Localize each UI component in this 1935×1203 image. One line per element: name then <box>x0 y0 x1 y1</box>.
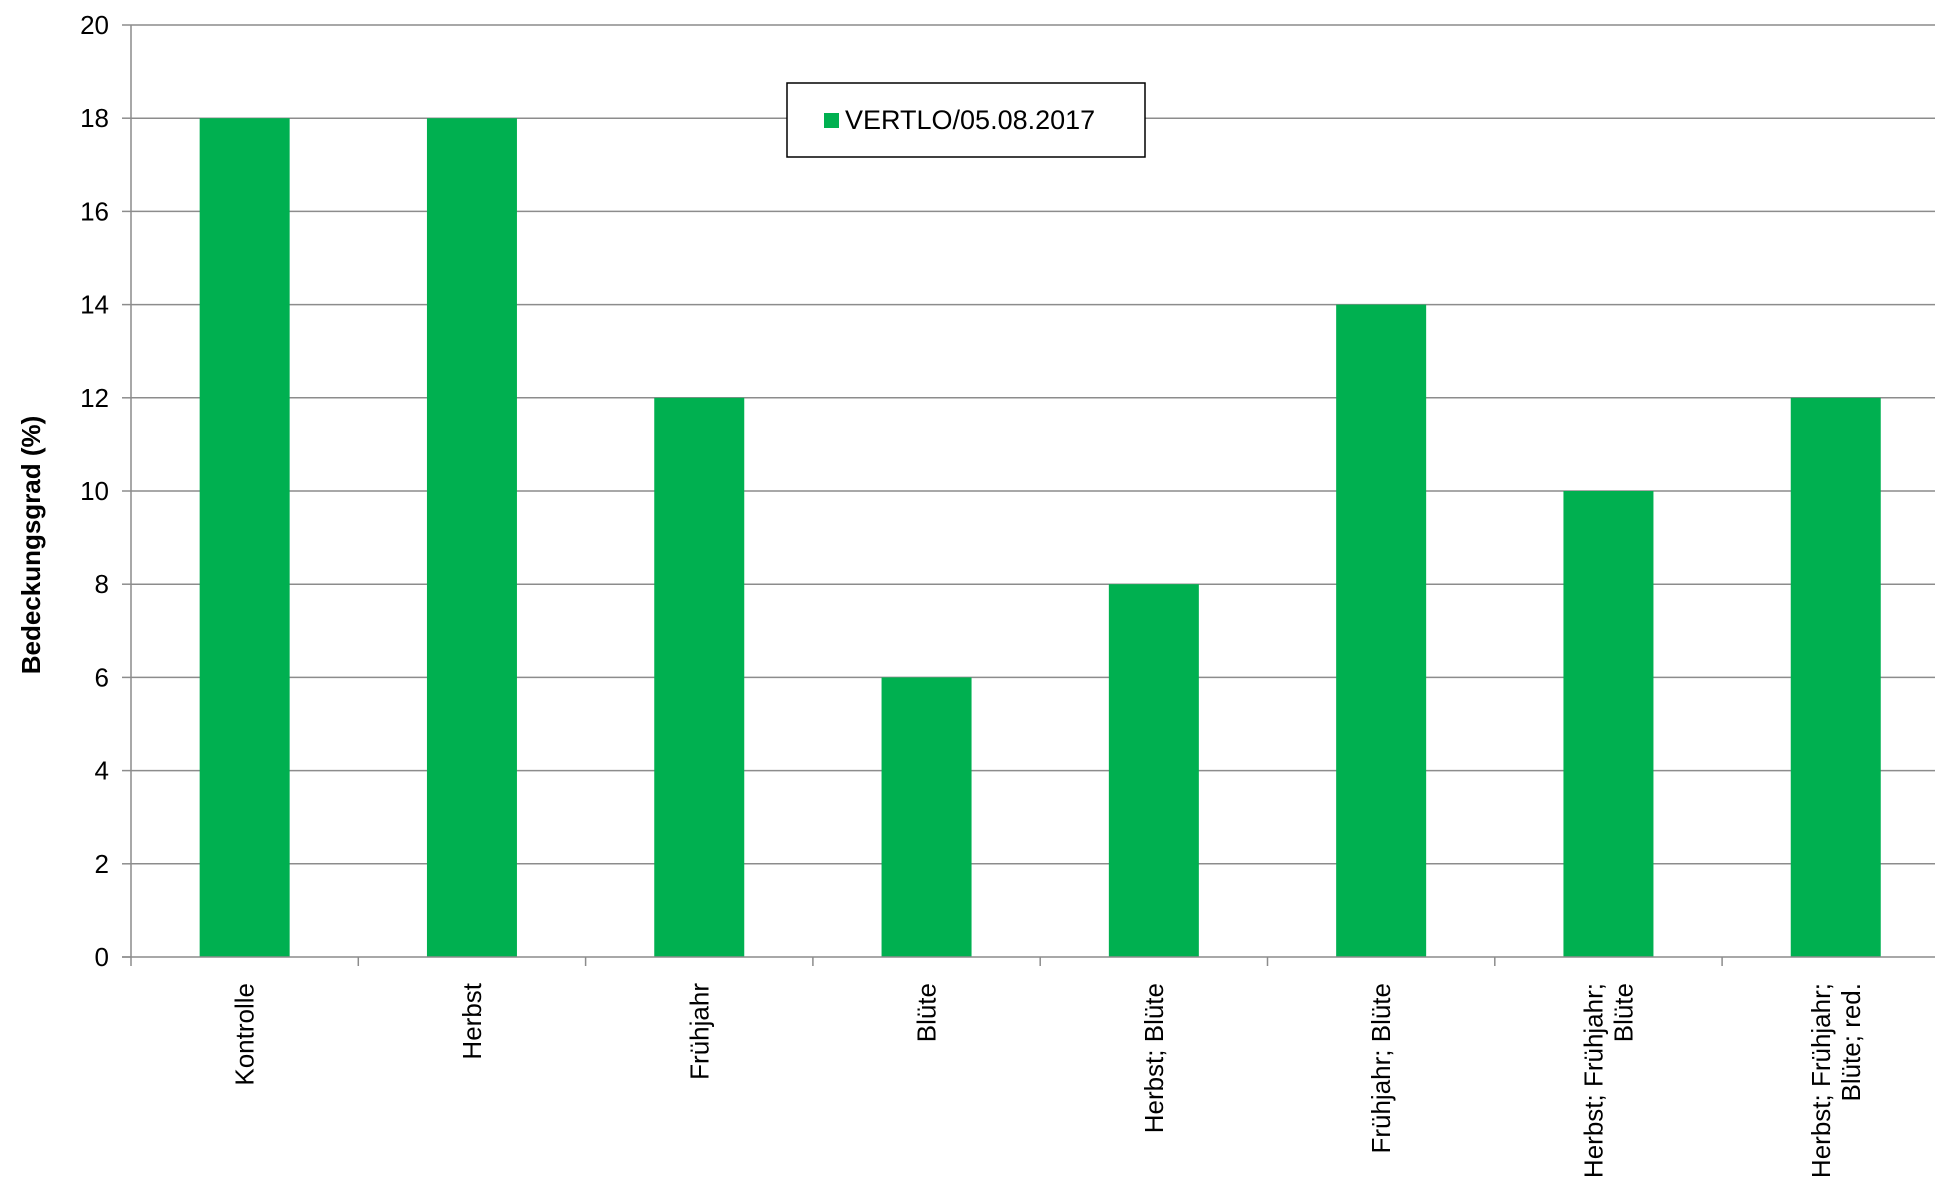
x-tick-label-line: Blüte <box>912 983 942 1042</box>
x-tick-label-line: Herbst <box>457 982 487 1059</box>
x-tick-labels: Kontrolle Herbst Frühjahr Blüte Herbst; Blüt… <box>230 982 1866 1178</box>
bar <box>1563 491 1654 957</box>
x-tick-label-line: Blüte; red. <box>1836 983 1866 1102</box>
y-axis-title: Bedeckungsgrad (%) <box>16 416 46 675</box>
y-tick-label: 16 <box>80 196 109 226</box>
bar <box>199 118 290 957</box>
x-tick-label: Kontrolle <box>230 983 260 1086</box>
bar <box>881 677 972 957</box>
x-tick-label-line: Frühjahr; Blüte <box>1366 983 1396 1154</box>
x-tick-label: Herbst; Frühjahr; Blüte; red. <box>1806 983 1866 1178</box>
x-tick-label: Herbst <box>457 982 487 1059</box>
axes <box>122 24 1935 966</box>
y-tick-label: 12 <box>80 383 109 413</box>
x-tick-label-line: Herbst; Frühjahr; <box>1578 983 1608 1178</box>
y-tick-label: 14 <box>80 290 109 320</box>
x-tick-label-line: Herbst; Frühjahr; <box>1806 983 1836 1178</box>
y-tick-label: 10 <box>80 476 109 506</box>
bar <box>1108 584 1199 957</box>
legend: VERTLO/05.08.2017 <box>786 82 1146 158</box>
bar <box>1790 397 1881 957</box>
legend-box <box>786 82 1146 158</box>
x-tick-label: Blüte <box>912 983 942 1042</box>
x-tick-label-line: Blüte <box>1608 983 1638 1042</box>
y-tick-label: 0 <box>95 942 109 972</box>
y-tick-label: 6 <box>95 662 109 692</box>
y-tick-label: 18 <box>80 103 109 133</box>
x-tick-label: Frühjahr; Blüte <box>1366 983 1396 1154</box>
y-tick-label: 20 <box>80 10 109 40</box>
y-tick-label: 2 <box>95 849 109 879</box>
bar <box>426 118 517 957</box>
x-tick-label: Herbst; Blüte <box>1139 983 1169 1133</box>
x-tick-label-line: Frühjahr <box>684 983 714 1080</box>
legend-swatch <box>824 113 839 128</box>
x-tick-label: Herbst; Frühjahr; Blüte <box>1578 983 1638 1178</box>
y-tick-labels: 0 2 4 6 8 10 12 14 16 18 20 <box>80 10 109 972</box>
bar <box>1336 304 1427 958</box>
legend-label: VERTLO/05.08.2017 <box>845 105 1095 135</box>
x-tick-label: Frühjahr <box>684 983 714 1080</box>
y-tick-label: 4 <box>95 756 109 786</box>
x-tick-label-line: Herbst; Blüte <box>1139 983 1169 1133</box>
y-tick-label: 8 <box>95 569 109 599</box>
bars <box>199 118 1881 958</box>
x-tick-label-line: Kontrolle <box>230 983 260 1086</box>
bar <box>654 397 745 957</box>
